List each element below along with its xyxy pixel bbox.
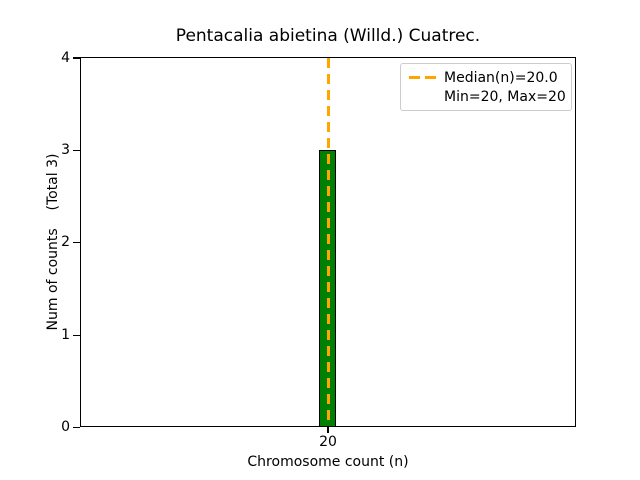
x-tick-label: 20 [319,434,337,450]
y-tick-mark [73,334,80,336]
legend-label-minmax: Min=20, Max=20 [444,88,566,105]
legend-handle-spacer [409,95,436,98]
median-line [326,58,330,426]
y-tick-label: 1 [61,327,70,343]
y-tick-mark [73,57,80,59]
legend: Median(n)=20.0 Min=20, Max=20 [400,63,572,111]
legend-label-median: Median(n)=20.0 [444,69,558,86]
y-tick-mark [73,426,80,428]
y-tick-mark [73,241,80,243]
y-tick-label: 0 [61,419,70,435]
y-tick-label: 2 [61,234,70,250]
x-tick-mark [327,427,329,433]
y-tick-label: 4 [61,50,70,66]
y-tick-label: 3 [61,142,70,158]
x-axis-label: Chromosome count (n) [247,454,409,470]
legend-entry-median: Median(n)=20.0 [409,68,563,87]
dashed-line-icon [409,76,436,79]
chart-title: Pentacalia abietina (Willd.) Cuatrec. [175,26,481,46]
y-tick-mark [73,149,80,151]
legend-entry-minmax: Min=20, Max=20 [409,87,566,106]
